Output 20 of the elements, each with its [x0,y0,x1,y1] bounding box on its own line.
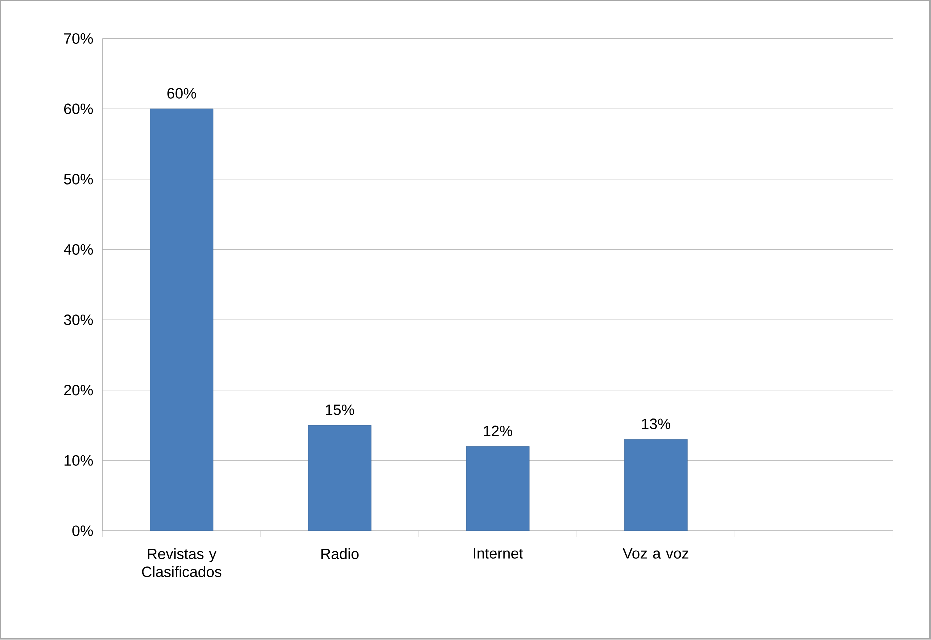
y-tick-label: 30% [64,314,94,326]
x-tick-label: Radio [322,548,359,560]
x-tick-label: Voz a voz [622,548,689,559]
y-tick-label: 0% [72,526,94,536]
data-label: 13% [642,418,671,430]
x-tick-label: Internet [474,548,524,559]
bar [308,425,372,532]
data-label: 15% [326,404,354,416]
bar [624,439,688,532]
x-tick-label: Revistas y Clasificados [142,548,222,578]
y-tick-label: 40% [64,244,94,256]
y-tick-label: 60% [64,104,94,114]
y-tick-label: 10% [64,455,94,466]
bar [466,446,530,532]
y-tick-label: 20% [64,385,94,396]
data-label: 12% [484,426,512,437]
y-tick-label: 50% [64,174,94,185]
bar [150,108,214,532]
y-tick-label: 70% [64,34,94,44]
data-label: 60% [168,88,196,99]
